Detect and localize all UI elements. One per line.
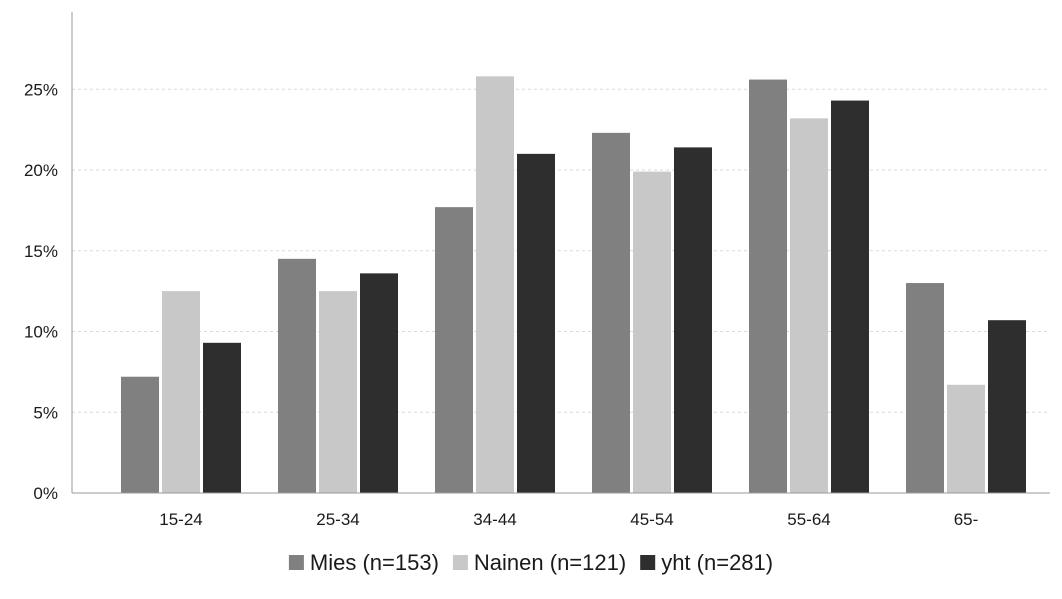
bar-15-24-series-0 (121, 376, 159, 493)
y-tick-label: 20% (24, 161, 58, 180)
x-tick-label: 45-54 (630, 510, 673, 529)
bar-34-44-series-0 (435, 207, 473, 493)
legend-swatch (640, 555, 656, 570)
y-tick-label: 5% (33, 403, 58, 422)
legend-label: Nainen (n=121) (474, 550, 626, 575)
x-tick-label: 25-34 (316, 510, 359, 529)
legend-item: Nainen (n=121) (452, 550, 626, 575)
bar-25-34-series-0 (278, 258, 316, 493)
legend-item: Mies (n=153) (288, 550, 439, 575)
bar-34-44-series-1 (476, 76, 514, 493)
bar-55-64-series-1 (790, 118, 828, 493)
legend: Mies (n=153) Nainen (n=121) yht (n=281) (288, 550, 773, 575)
bar-15-24-series-2 (203, 342, 241, 493)
bar-25-34-series-1 (319, 291, 357, 493)
legend-swatch (288, 555, 304, 570)
x-tick-label: 65- (954, 510, 979, 529)
bar-45-54-series-1 (633, 171, 671, 494)
bars (121, 76, 1026, 494)
bar-65--series-2 (988, 320, 1026, 493)
x-tick-label: 55-64 (787, 510, 830, 529)
legend-item: yht (n=281) (640, 550, 773, 575)
y-tick-label: 0% (33, 484, 58, 503)
bar-25-34-series-2 (360, 273, 398, 493)
x-tick-label: 34-44 (473, 510, 516, 529)
y-tick-label: 25% (24, 80, 58, 99)
legend-label: Mies (n=153) (310, 550, 439, 575)
legend-swatch (452, 555, 468, 570)
y-tick-label: 15% (24, 242, 58, 261)
bar-55-64-series-0 (749, 79, 787, 493)
bar-65--series-1 (947, 384, 985, 493)
bar-45-54-series-0 (592, 132, 630, 494)
bar-15-24-series-1 (162, 291, 200, 493)
bar-45-54-series-2 (674, 147, 712, 493)
bar-34-44-series-2 (517, 153, 555, 493)
legend-label: yht (n=281) (661, 550, 773, 575)
y-axis-ticks: 0% 5% 10% 15% 20% 25% (24, 80, 58, 503)
bar-65--series-0 (906, 283, 944, 493)
x-tick-label: 15-24 (159, 510, 202, 529)
bar-55-64-series-2 (831, 100, 869, 494)
y-tick-label: 10% (24, 323, 58, 342)
x-axis-ticks: 15-24 25-34 34-44 45-54 55-64 65- (159, 510, 978, 529)
axes (71, 12, 1050, 494)
